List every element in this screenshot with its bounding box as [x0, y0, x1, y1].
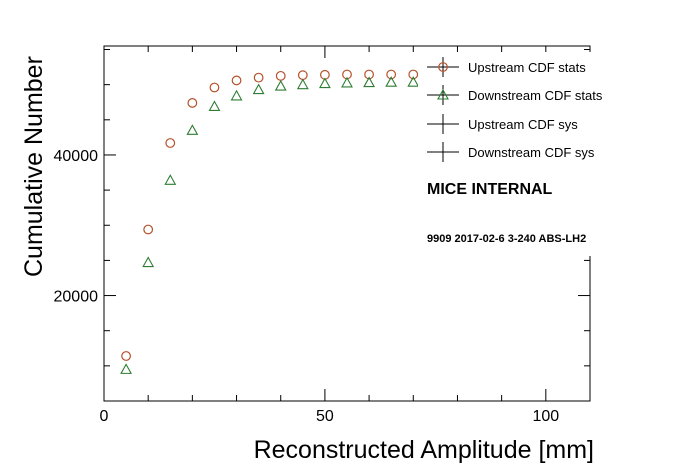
- legend-box: [418, 52, 622, 256]
- x-tick-label: 100: [532, 408, 559, 425]
- legend-entries: Upstream CDF stats Downstream CDF stats Up…: [427, 57, 603, 162]
- upstream-point: [209, 82, 220, 93]
- data-marks: [120, 69, 442, 374]
- downstream-point: [407, 76, 420, 87]
- downstream-point: [186, 124, 199, 135]
- y-tick-label: 40000: [54, 148, 99, 165]
- downstream-point: [318, 77, 331, 89]
- upstream-point: [253, 72, 264, 83]
- annotation-run-info: 9909 2017-02-6 3-240 ABS-LH2: [427, 233, 586, 245]
- y-tick-label: 20000: [54, 289, 99, 306]
- legend-upstream-sys-label: Upstream CDF sys: [468, 117, 578, 132]
- x-tick-label: 0: [100, 408, 109, 425]
- downstream-point: [385, 76, 398, 87]
- legend-upstream-stats-label: Upstream CDF stats: [468, 60, 586, 75]
- upstream-point: [187, 98, 198, 108]
- upstream-point: [297, 70, 308, 81]
- downstream-point: [142, 256, 155, 268]
- upstream-point: [275, 70, 286, 81]
- downstream-point: [230, 89, 243, 101]
- downstream-point: [274, 79, 287, 91]
- downstream-point: [252, 83, 265, 95]
- downstream-point: [164, 174, 177, 185]
- upstream-point: [231, 75, 242, 86]
- upstream-point: [408, 69, 419, 80]
- legend-downstream-stats-marker: [437, 88, 449, 100]
- annotation-mice-internal: MICE INTERNAL: [427, 181, 553, 198]
- downstream-point: [296, 78, 309, 90]
- x-axis-label: Reconstructed Amplitude [mm]: [254, 436, 594, 464]
- upstream-point: [364, 69, 374, 80]
- legend-downstream-stats-label: Downstream CDF stats: [468, 88, 603, 103]
- downstream-point: [120, 363, 133, 374]
- downstream-point: [363, 76, 376, 88]
- legend-upstream-stats-marker: [438, 62, 448, 72]
- legend-downstream-sys-label: Downstream CDF sys: [468, 145, 595, 160]
- legend: Upstream CDF stats Downstream CDF stats Up…: [418, 52, 622, 256]
- upstream-point: [165, 138, 176, 148]
- downstream-point: [208, 100, 221, 112]
- upstream-point: [121, 351, 131, 361]
- y-axis-label: Cumulative Number: [20, 56, 48, 277]
- downstream-point: [341, 76, 353, 88]
- upstream-point: [143, 224, 154, 235]
- upstream-point: [386, 69, 397, 80]
- x-tick-label: 50: [316, 408, 334, 425]
